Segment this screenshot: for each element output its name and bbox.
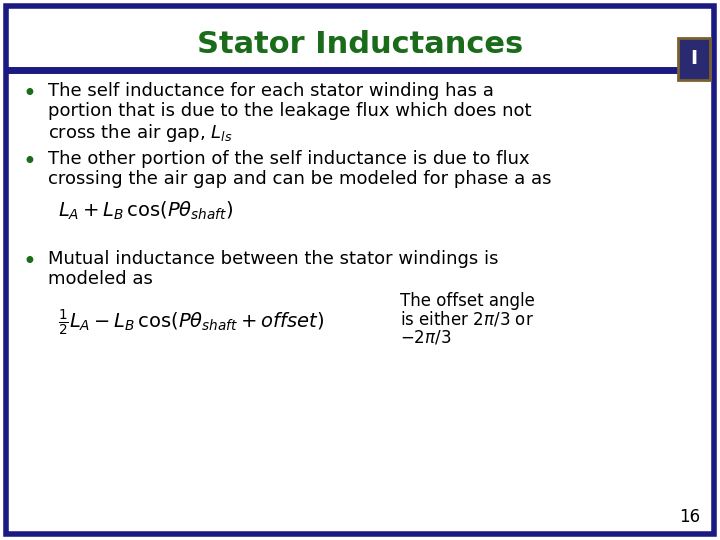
Text: Mutual inductance between the stator windings is: Mutual inductance between the stator win… [48,250,498,268]
Text: The other portion of the self inductance is due to flux: The other portion of the self inductance… [48,150,530,168]
Text: is either $2\pi/3$ or: is either $2\pi/3$ or [400,310,534,329]
FancyBboxPatch shape [678,38,710,80]
Text: The offset angle: The offset angle [400,292,535,310]
Text: •: • [22,150,36,174]
Text: •: • [22,82,36,106]
Text: cross the air gap, $L_{ls}$: cross the air gap, $L_{ls}$ [48,122,233,144]
Text: Stator Inductances: Stator Inductances [197,30,523,59]
Text: 16: 16 [679,508,700,526]
Text: $L_A + L_B\,\mathrm{cos}(P\theta_{shaft})$: $L_A + L_B\,\mathrm{cos}(P\theta_{shaft}… [58,200,233,222]
Text: $\mathbf{I}$: $\mathbf{I}$ [690,50,698,68]
Text: •: • [22,250,36,274]
Text: The self inductance for each stator winding has a: The self inductance for each stator wind… [48,82,494,100]
FancyBboxPatch shape [6,6,714,534]
Text: portion that is due to the leakage flux which does not: portion that is due to the leakage flux … [48,102,531,120]
Text: crossing the air gap and can be modeled for phase a as: crossing the air gap and can be modeled … [48,170,552,188]
Text: $\frac{1}{2}L_A - L_B\,\mathrm{cos}(P\theta_{shaft} + offset)$: $\frac{1}{2}L_A - L_B\,\mathrm{cos}(P\th… [58,308,324,338]
Text: modeled as: modeled as [48,270,153,288]
Text: $-2\pi/3$: $-2\pi/3$ [400,328,451,346]
